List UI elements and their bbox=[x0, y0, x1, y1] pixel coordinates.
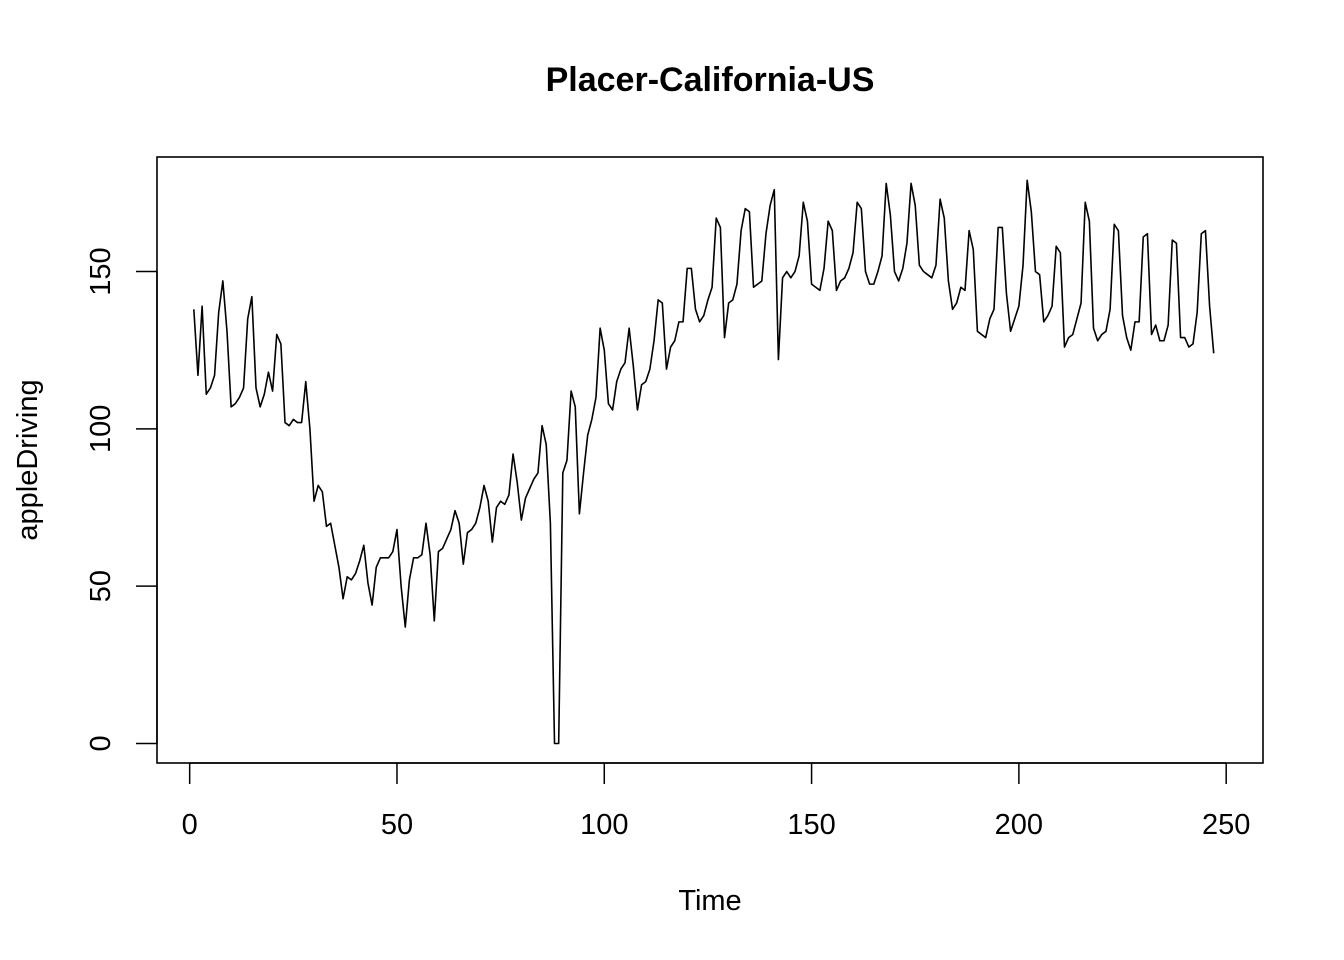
y-tick-label: 50 bbox=[85, 570, 117, 602]
x-axis-title: Time bbox=[678, 885, 741, 917]
y-tick-label: 150 bbox=[85, 247, 117, 295]
x-tick-label: 0 bbox=[182, 809, 198, 841]
x-tick-label: 250 bbox=[1202, 809, 1250, 841]
x-tick-label: 50 bbox=[381, 809, 413, 841]
chart-title: Placer-California-US bbox=[546, 61, 875, 99]
series-layer bbox=[193, 179, 1215, 745]
plot-frame bbox=[156, 156, 1264, 764]
y-tick-label: 0 bbox=[85, 735, 117, 751]
x-tick-label: 100 bbox=[580, 809, 628, 841]
y-axis-title: appleDriving bbox=[12, 379, 44, 540]
y-tick-label: 100 bbox=[85, 405, 117, 453]
series-line bbox=[193, 179, 1215, 745]
y-axis: 0 50 100 150 bbox=[85, 247, 158, 752]
x-tick-label: 150 bbox=[787, 809, 835, 841]
x-axis: 0 50 100 150 200 250 bbox=[182, 762, 1250, 841]
x-tick-label: 200 bbox=[995, 809, 1043, 841]
